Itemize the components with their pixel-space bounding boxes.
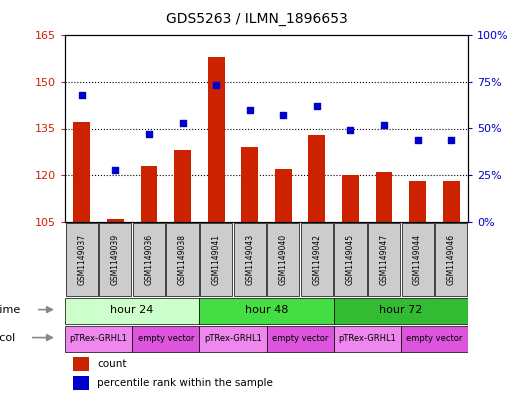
Text: GSM1149038: GSM1149038 (178, 234, 187, 285)
Text: GSM1149040: GSM1149040 (279, 234, 288, 285)
Text: pTRex-GRHL1: pTRex-GRHL1 (338, 334, 396, 343)
Text: empty vector: empty vector (137, 334, 194, 343)
Point (447, 137, 456, 143)
Text: GSM1149043: GSM1149043 (245, 234, 254, 285)
Text: time: time (0, 305, 21, 315)
Point (413, 137, 422, 143)
Bar (132, 327, 200, 352)
Text: pTRex-GRHL1: pTRex-GRHL1 (70, 334, 128, 343)
Bar (73, 376, 89, 390)
Point (179, 120, 187, 126)
Text: hour 24: hour 24 (110, 305, 154, 316)
Bar (107, 219, 124, 222)
Bar (208, 57, 225, 222)
Bar (66, 223, 98, 296)
Bar (65, 298, 200, 323)
Bar (141, 166, 157, 222)
Bar (435, 223, 467, 296)
Text: hour 48: hour 48 (245, 305, 288, 316)
Bar (368, 223, 400, 296)
Bar (233, 223, 266, 296)
Text: GSM1149045: GSM1149045 (346, 234, 355, 285)
Text: GDS5263 / ILMN_1896653: GDS5263 / ILMN_1896653 (166, 12, 347, 26)
Bar (275, 169, 292, 222)
Bar (73, 357, 89, 371)
Bar (333, 298, 468, 323)
Text: protocol: protocol (0, 332, 15, 343)
Point (77, 92, 86, 98)
Point (279, 112, 287, 119)
Text: GSM1149036: GSM1149036 (145, 234, 153, 285)
Text: GSM1149039: GSM1149039 (111, 234, 120, 285)
Text: empty vector: empty vector (272, 334, 328, 343)
Text: GSM1149042: GSM1149042 (312, 234, 321, 285)
Text: percentile rank within the sample: percentile rank within the sample (97, 378, 273, 388)
Bar (267, 223, 300, 296)
Bar (99, 223, 131, 296)
Text: GSM1149037: GSM1149037 (77, 234, 86, 285)
Bar (409, 182, 426, 222)
Bar (65, 327, 132, 352)
Bar (443, 182, 460, 222)
Bar (401, 327, 468, 352)
Bar (200, 298, 333, 323)
Bar (333, 327, 401, 352)
Point (346, 127, 354, 134)
Bar (241, 147, 258, 222)
Bar (342, 175, 359, 222)
Bar (266, 327, 333, 352)
Bar (133, 223, 165, 296)
Bar (73, 122, 90, 222)
Bar (308, 135, 325, 222)
Bar (402, 223, 434, 296)
Bar (200, 223, 232, 296)
Text: empty vector: empty vector (406, 334, 463, 343)
Bar (376, 172, 392, 222)
Point (145, 131, 153, 137)
Point (246, 107, 254, 113)
Bar (301, 223, 333, 296)
Text: GSM1149047: GSM1149047 (380, 234, 388, 285)
Bar (200, 327, 266, 352)
Text: GSM1149044: GSM1149044 (413, 234, 422, 285)
Point (111, 167, 120, 173)
Bar (166, 223, 199, 296)
Point (380, 121, 388, 128)
Text: hour 72: hour 72 (379, 305, 423, 316)
Text: GSM1149046: GSM1149046 (447, 234, 456, 285)
Point (313, 103, 321, 109)
Point (212, 83, 220, 89)
Bar (334, 223, 367, 296)
Text: pTRex-GRHL1: pTRex-GRHL1 (204, 334, 262, 343)
Bar (174, 150, 191, 222)
Text: count: count (97, 359, 127, 369)
Text: GSM1149041: GSM1149041 (212, 234, 221, 285)
